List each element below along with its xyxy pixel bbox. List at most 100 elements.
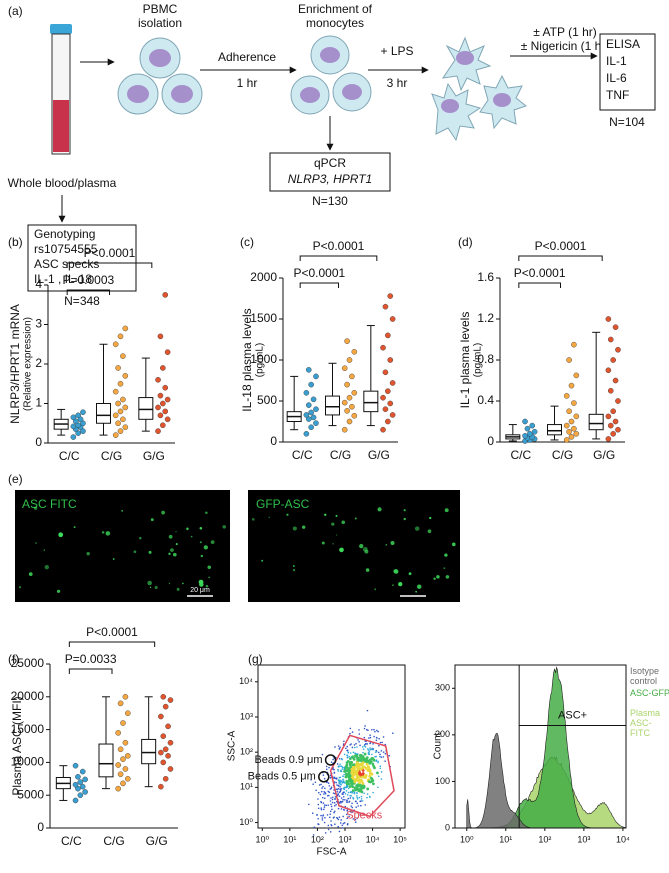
data-point: [70, 434, 77, 440]
event-dot: [354, 752, 357, 755]
speck: [161, 510, 165, 515]
data-point: [80, 409, 86, 415]
event-dot: [337, 768, 339, 771]
event-dot: [376, 737, 378, 739]
speck: [403, 517, 406, 521]
event-dot: [369, 741, 372, 744]
speck: [268, 516, 270, 519]
event-dot: [353, 792, 356, 795]
y-tick-label: 2000: [250, 270, 277, 284]
speck: [365, 568, 370, 572]
event-dot: [351, 806, 354, 809]
sample-label: Whole blood/plasma: [8, 176, 117, 190]
event-dot: [360, 804, 362, 807]
speck: [176, 587, 180, 591]
speck: [150, 518, 154, 522]
event-dot: [352, 763, 356, 767]
speck: [408, 572, 412, 576]
event-dot: [345, 781, 349, 785]
event-dot: [349, 727, 352, 730]
event-dot: [340, 819, 342, 821]
data-point: [165, 753, 171, 759]
event-dot: [375, 750, 378, 753]
event-dot: [355, 761, 359, 764]
data-point: [568, 382, 575, 389]
data-point: [563, 422, 570, 429]
event-dot: [340, 797, 343, 799]
speck: [168, 582, 171, 585]
event-dot: [334, 746, 336, 748]
event-dot: [329, 800, 332, 802]
y-tick-label: 100: [435, 776, 450, 786]
data-point: [607, 336, 614, 343]
event-dot: [357, 739, 359, 741]
data-point: [158, 749, 164, 756]
data-point: [82, 776, 88, 783]
event-dot: [339, 790, 342, 793]
bead-gate: [324, 754, 337, 766]
speck: [73, 526, 76, 529]
x-tick-label: 10¹: [283, 834, 296, 844]
event-dot: [374, 730, 376, 733]
event-dot: [345, 789, 348, 792]
event-dot: [349, 744, 351, 746]
data-point: [382, 303, 389, 310]
y-tick-label: 5000: [17, 787, 44, 801]
event-dot: [355, 756, 359, 759]
speck: [86, 552, 90, 556]
event-dot: [369, 736, 372, 739]
event-dot: [358, 781, 361, 785]
x-tick-label: 10⁰: [460, 834, 474, 844]
box-text: qPCR: [314, 156, 346, 170]
event-dot: [323, 797, 326, 800]
event-dot: [361, 761, 365, 765]
data-point: [115, 762, 121, 768]
event-dot: [317, 823, 319, 825]
box: [363, 390, 379, 413]
data-point: [605, 316, 612, 322]
event-dot: [330, 797, 332, 799]
data-point: [75, 774, 81, 780]
event-dot: [348, 755, 350, 758]
event-dot: [308, 803, 310, 806]
event-dot: [363, 752, 367, 756]
event-dot: [362, 748, 365, 750]
data-point: [527, 430, 533, 437]
event-dot: [351, 792, 353, 794]
event-dot: [375, 755, 377, 758]
event-dot: [323, 793, 325, 795]
speck: [341, 520, 346, 525]
speck: [101, 531, 105, 534]
speck: [392, 584, 394, 587]
event-dot: [347, 751, 350, 754]
speck: [292, 526, 297, 531]
y-tick-label: 15000: [11, 722, 45, 736]
data-point: [522, 433, 528, 439]
event-dot: [339, 782, 342, 784]
event-dot: [324, 832, 327, 834]
event-dot: [329, 813, 332, 815]
event-dot: [368, 772, 372, 776]
event-dot: [320, 808, 323, 811]
event-dot: [349, 765, 353, 769]
data-point: [117, 746, 124, 753]
data-point: [115, 730, 121, 736]
event-dot: [337, 770, 340, 772]
event-dot: [360, 798, 363, 800]
event-dot: [323, 821, 326, 824]
event-dot: [350, 743, 352, 745]
box-text: ELISA: [606, 37, 640, 51]
event-dot: [368, 795, 371, 798]
event-dot: [328, 785, 331, 787]
data-point: [112, 432, 119, 438]
event-dot: [326, 814, 329, 816]
data-point: [120, 720, 126, 726]
event-dot: [317, 803, 320, 806]
event-dot: [353, 780, 357, 784]
event-dot: [367, 769, 370, 773]
data-point: [82, 789, 88, 795]
event-dot: [323, 808, 325, 811]
event-dot: [320, 790, 323, 793]
data-point: [72, 762, 79, 769]
